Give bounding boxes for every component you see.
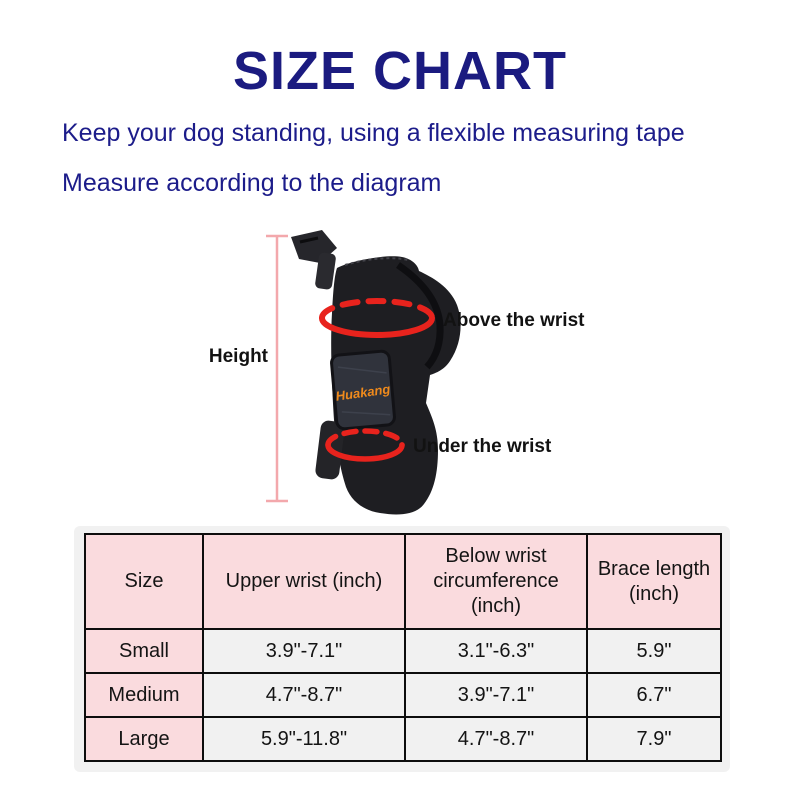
below-wrist-cell: 4.7"-8.7" xyxy=(404,716,588,762)
wrap-strap-seam xyxy=(396,262,444,370)
upper-wrist-cell: 5.9"-11.8" xyxy=(202,716,406,762)
size-cell: Small xyxy=(84,628,204,674)
above-wrist-ellipse xyxy=(319,298,435,338)
above-wrist-label: Above the wrist xyxy=(443,310,585,331)
height-measure-line xyxy=(266,234,288,503)
size-cell: Large xyxy=(84,716,204,762)
buckle-strap xyxy=(315,252,336,290)
measurement-diagram: Huakang Height Above the wrist Under the… xyxy=(0,225,800,525)
velcro-patch xyxy=(330,349,396,431)
leg-brace-illustration: Huakang xyxy=(291,230,461,515)
brace-length-cell: 7.9" xyxy=(586,716,722,762)
brace-length-cell: 5.9" xyxy=(586,628,722,674)
header-upper-wrist: Upper wrist (inch) xyxy=(202,533,406,630)
table-header-row: Size Upper wrist (inch) Below wrist circ… xyxy=(84,533,722,630)
table-row-small: Small 3.9"-7.1" 3.1"-6.3" 5.9" xyxy=(84,628,722,674)
brace-length-cell: 6.7" xyxy=(586,672,722,718)
page-title: SIZE CHART xyxy=(233,41,567,101)
upper-wrist-cell: 4.7"-8.7" xyxy=(202,672,406,718)
table-row-large: Large 5.9"-11.8" 4.7"-8.7" 7.9" xyxy=(84,716,722,762)
size-table: Size Upper wrist (inch) Below wrist circ… xyxy=(84,533,722,762)
table-row-medium: Medium 4.7"-8.7" 3.9"-7.1" 6.7" xyxy=(84,672,722,718)
header-size: Size xyxy=(84,533,204,630)
size-table-panel: Size Upper wrist (inch) Below wrist circ… xyxy=(74,526,730,772)
measuring-instructions: Keep your dog standing, using a flexible… xyxy=(62,108,762,208)
size-cell: Medium xyxy=(84,672,204,718)
header-brace-length: Brace length (inch) xyxy=(586,533,722,630)
upper-wrist-cell: 3.9"-7.1" xyxy=(202,628,406,674)
under-wrist-ellipse xyxy=(325,428,405,462)
height-label: Height xyxy=(209,346,269,367)
brace-diagram-svg: Huakang Height Above the wrist Under the… xyxy=(209,230,585,515)
instruction-line-2: Measure according to the diagram xyxy=(62,169,442,197)
instruction-line-1: Keep your dog standing, using a flexible… xyxy=(62,119,685,147)
below-wrist-cell: 3.9"-7.1" xyxy=(404,672,588,718)
below-wrist-cell: 3.1"-6.3" xyxy=(404,628,588,674)
under-wrist-label: Under the wrist xyxy=(413,436,552,457)
header-below-wrist: Below wrist circumference (inch) xyxy=(404,533,588,630)
